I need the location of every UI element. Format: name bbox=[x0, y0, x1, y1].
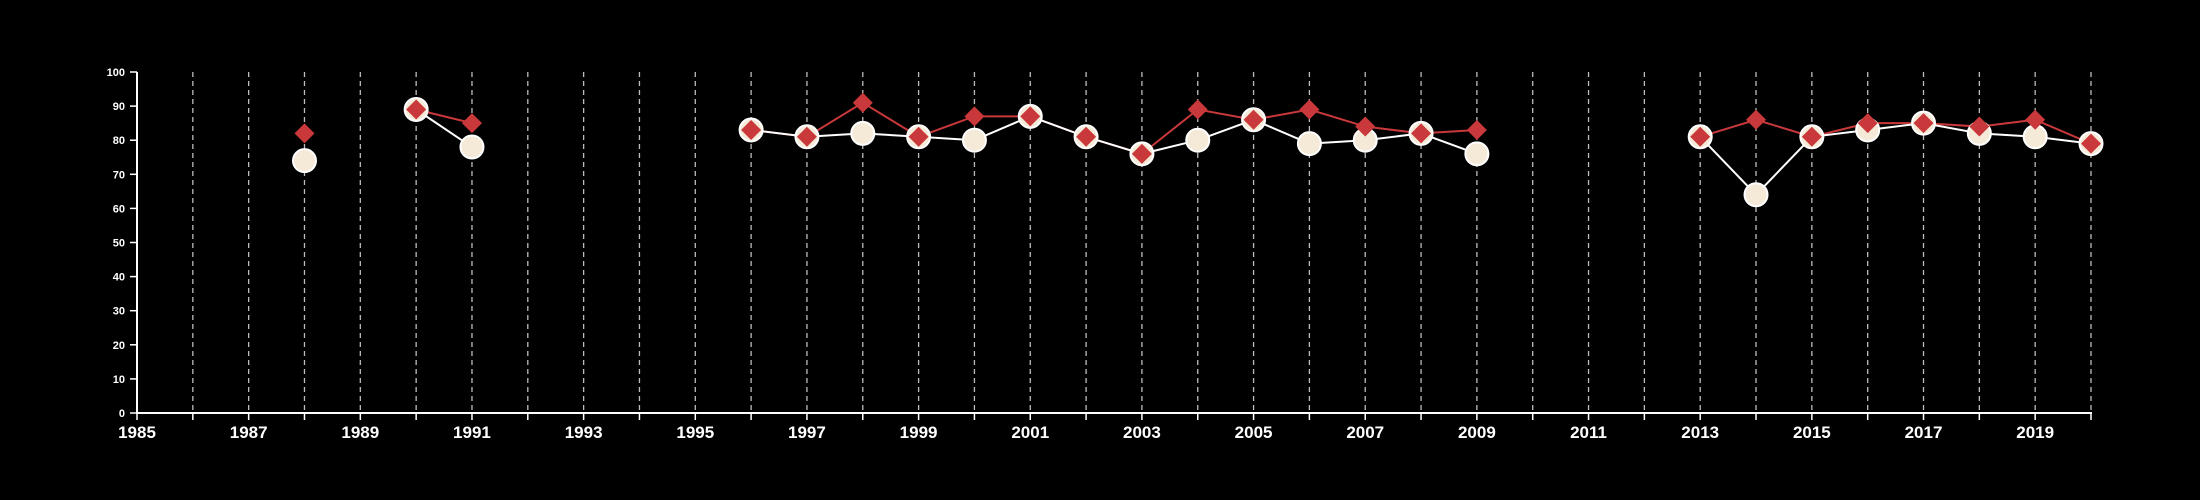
diamond-point-2002 bbox=[1076, 126, 1097, 147]
x-tick-label-2003: 2003 bbox=[1123, 423, 1161, 442]
circle-point-2004 bbox=[1185, 127, 1211, 153]
diamond-point-1990 bbox=[406, 99, 427, 120]
tick-labels: 0 10 20 30 40 50 60 70 80 90 100 1985 1987 1989 1991 19… bbox=[107, 67, 2054, 442]
y-tick-label-20: 20 bbox=[113, 340, 125, 352]
x-tick-label-2013: 2013 bbox=[1681, 423, 1719, 442]
diamond-point-2003 bbox=[1131, 143, 1152, 164]
diamond-point-2004 bbox=[1187, 99, 1208, 120]
x-tick-label-2009: 2009 bbox=[1458, 423, 1496, 442]
x-tick-label-2005: 2005 bbox=[1235, 423, 1273, 442]
series-layer bbox=[291, 92, 2104, 208]
diamond-point-1996 bbox=[741, 119, 762, 140]
x-tick-label-1987: 1987 bbox=[230, 423, 268, 442]
y-tick-label-60: 60 bbox=[113, 203, 125, 215]
x-tick-label-1997: 1997 bbox=[788, 423, 826, 442]
diamond-point-2005 bbox=[1243, 109, 1264, 130]
axes bbox=[130, 71, 2092, 420]
x-tick-label-2017: 2017 bbox=[1905, 423, 1943, 442]
y-tick-label-70: 70 bbox=[113, 169, 125, 181]
x-tick-label-1991: 1991 bbox=[453, 423, 491, 442]
diamond-point-2013 bbox=[1690, 126, 1711, 147]
circle-point-2000 bbox=[961, 127, 987, 153]
series-diamond-line-3 bbox=[1699, 118, 2092, 145]
y-tick-label-30: 30 bbox=[113, 306, 125, 318]
diamond-point-2018 bbox=[1969, 116, 1990, 137]
diamond-point-1991 bbox=[461, 113, 482, 134]
x-tick-label-2011: 2011 bbox=[1570, 423, 1607, 442]
circle-point-1998 bbox=[850, 120, 876, 146]
diamond-point-2009 bbox=[1466, 119, 1487, 140]
x-tick-label-1999: 1999 bbox=[900, 423, 938, 442]
x-tick-label-1993: 1993 bbox=[565, 423, 603, 442]
x-tick-label-2001: 2001 bbox=[1011, 423, 1049, 442]
diamond-point-2000 bbox=[964, 106, 985, 127]
circle-point-2006 bbox=[1296, 131, 1322, 157]
diamond-point-1998 bbox=[852, 92, 873, 113]
diamond-point-2001 bbox=[1020, 106, 1041, 127]
y-tick-label-90: 90 bbox=[113, 101, 125, 113]
circle-point-1991 bbox=[459, 134, 485, 160]
diamond-point-2015 bbox=[1801, 126, 1822, 147]
diamond-point-1997 bbox=[796, 126, 817, 147]
circle-point-2009 bbox=[1464, 141, 1490, 167]
diamond-point-2007 bbox=[1355, 116, 1376, 137]
x-tick-label-1985: 1985 bbox=[118, 423, 156, 442]
diamond-point-2019 bbox=[2025, 109, 2046, 130]
diamond-point-2014 bbox=[1746, 109, 1767, 130]
x-tick-label-2007: 2007 bbox=[1346, 423, 1384, 442]
y-tick-label-80: 80 bbox=[113, 135, 125, 147]
x-tick-label-2019: 2019 bbox=[2016, 423, 2054, 442]
circle-point-2014 bbox=[1743, 182, 1769, 208]
diamond-point-1988 bbox=[294, 123, 315, 144]
y-tick-label-10: 10 bbox=[113, 374, 125, 386]
y-tick-label-0: 0 bbox=[119, 408, 125, 420]
y-tick-label-40: 40 bbox=[113, 272, 125, 284]
y-tick-label-50: 50 bbox=[113, 238, 125, 250]
circle-point-1988 bbox=[291, 148, 317, 174]
diamond-point-2017 bbox=[1913, 113, 1934, 134]
diamond-point-2020 bbox=[2081, 133, 2101, 154]
x-tick-label-1995: 1995 bbox=[676, 423, 714, 442]
diamond-point-2008 bbox=[1411, 123, 1432, 144]
x-tick-label-1989: 1989 bbox=[341, 423, 379, 442]
diamond-point-2016 bbox=[1857, 113, 1878, 134]
diamond-point-2006 bbox=[1299, 99, 1320, 120]
y-tick-label-100: 100 bbox=[107, 67, 125, 79]
diamond-point-1999 bbox=[908, 126, 929, 147]
x-tick-label-2015: 2015 bbox=[1793, 423, 1831, 442]
